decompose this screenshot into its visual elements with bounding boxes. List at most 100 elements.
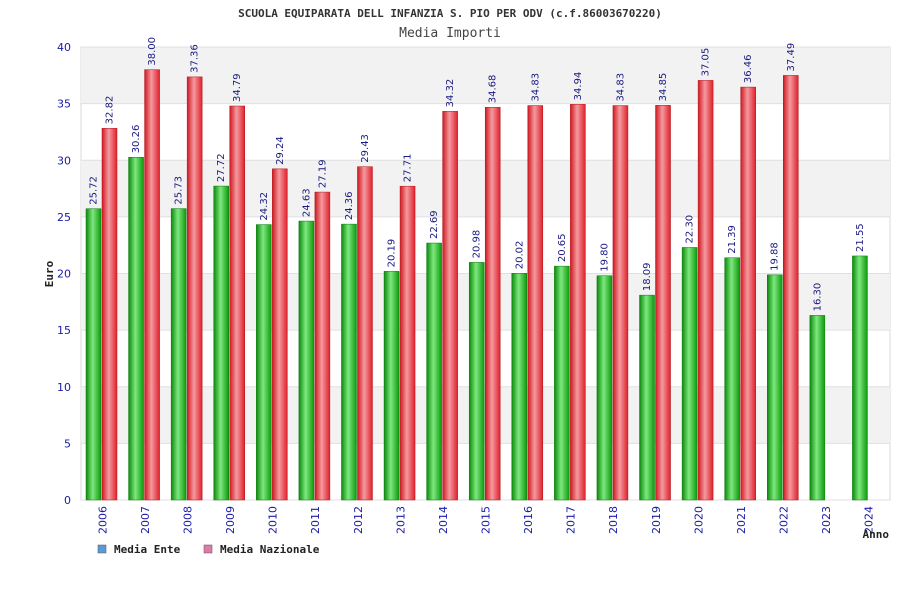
x-tick-label: 2011 xyxy=(309,506,322,534)
data-label: 20.02 xyxy=(514,241,525,270)
data-label: 38.00 xyxy=(147,37,158,66)
data-label: 25.72 xyxy=(89,176,100,205)
bar-media-ente-2008 xyxy=(170,208,187,501)
bar-media-ente-2010 xyxy=(256,224,272,501)
bar-media-ente-2009 xyxy=(213,185,229,501)
data-label: 37.49 xyxy=(786,43,797,72)
bar-media-ente-2021 xyxy=(724,257,740,501)
bar-media-ente-2013 xyxy=(383,271,400,501)
x-tick-label: 2010 xyxy=(267,506,280,534)
data-label: 24.32 xyxy=(259,192,270,221)
data-label: 27.71 xyxy=(403,154,414,183)
legend-swatch-media-nazionale xyxy=(203,544,213,554)
data-label: 34.32 xyxy=(445,79,456,108)
data-label: 37.36 xyxy=(190,44,201,73)
legend-label-media-ente: Media Ente xyxy=(114,543,181,556)
bar-media-nazionale-2015 xyxy=(484,106,501,501)
bar-media-nazionale-2006 xyxy=(101,128,118,501)
y-tick-label: 40 xyxy=(57,41,71,54)
bar-media-ente-2020 xyxy=(681,247,698,501)
bar-media-ente-2015 xyxy=(468,262,485,501)
bar-media-nazionale-2020 xyxy=(697,80,714,501)
bar-media-ente-2017 xyxy=(554,265,570,501)
x-tick-label: 2022 xyxy=(778,506,791,534)
bar-media-ente-2019 xyxy=(639,294,655,501)
bar-media-nazionale-2009 xyxy=(229,105,245,501)
bar-media-ente-2006 xyxy=(85,208,102,501)
bar-media-nazionale-2011 xyxy=(314,191,331,501)
data-label: 34.94 xyxy=(573,72,584,101)
x-tick-label: 2024 xyxy=(863,506,876,534)
y-tick-label: 25 xyxy=(57,211,71,224)
data-label: 21.55 xyxy=(855,223,866,252)
x-tick-label: 2007 xyxy=(139,506,152,534)
bar-media-nazionale-2008 xyxy=(186,76,203,501)
bar-media-ente-2022 xyxy=(767,274,783,501)
data-label: 20.98 xyxy=(472,230,483,259)
x-tick-label: 2017 xyxy=(565,506,578,534)
bar-media-nazionale-2017 xyxy=(570,104,586,501)
bar-media-ente-2024 xyxy=(852,255,868,501)
bar-media-nazionale-2022 xyxy=(783,75,799,501)
x-tick-label: 2020 xyxy=(692,506,705,534)
data-label: 32.82 xyxy=(105,96,116,125)
y-tick-label: 5 xyxy=(64,437,71,450)
y-tick-label: 20 xyxy=(57,268,71,281)
x-tick-label: 2014 xyxy=(437,506,450,534)
bar-media-ente-2016 xyxy=(511,273,528,501)
x-tick-label: 2013 xyxy=(394,506,407,534)
bar-media-nazionale-2018 xyxy=(612,105,629,501)
x-tick-label: 2009 xyxy=(224,506,237,534)
y-axis-label: Euro xyxy=(43,260,56,287)
data-label: 36.46 xyxy=(743,54,754,83)
data-label: 34.85 xyxy=(658,73,669,102)
data-label: 22.69 xyxy=(429,210,440,239)
data-label: 24.63 xyxy=(301,188,312,217)
bar-media-nazionale-2019 xyxy=(655,105,671,501)
x-axis-label: Anno xyxy=(863,528,890,541)
bars-group xyxy=(85,69,868,501)
x-tick-label: 2008 xyxy=(181,506,194,534)
data-label: 20.19 xyxy=(387,239,398,268)
data-labels-group: 25.72 32.82 30.26 38.00 25.73 37.36 27.72 34.79… xyxy=(89,37,866,311)
legend: Media Ente Media Nazionale xyxy=(97,543,320,556)
y-tick-label: 0 xyxy=(64,494,71,507)
bar-media-nazionale-2010 xyxy=(272,168,288,501)
x-tick-label: 2016 xyxy=(522,506,535,534)
bar-media-ente-2011 xyxy=(298,220,315,501)
x-tick-label: 2015 xyxy=(480,506,493,534)
x-tick-label: 2019 xyxy=(650,506,663,534)
bar-media-ente-2012 xyxy=(341,223,357,501)
x-tick-label: 2006 xyxy=(96,506,109,534)
data-label: 37.05 xyxy=(701,48,712,77)
data-label: 25.73 xyxy=(174,176,185,205)
legend-label-media-nazionale: Media Nazionale xyxy=(220,543,320,556)
data-label: 27.19 xyxy=(317,159,328,188)
data-label: 20.65 xyxy=(557,233,568,262)
y-tick-label: 15 xyxy=(57,324,71,337)
data-label: 18.09 xyxy=(642,262,653,291)
bar-media-nazionale-2007 xyxy=(144,69,160,501)
bar-media-nazionale-2021 xyxy=(740,86,756,501)
bar-media-nazionale-2014 xyxy=(442,111,458,501)
bar-media-ente-2023 xyxy=(809,315,826,501)
x-tick-label: 2018 xyxy=(607,506,620,534)
bar-media-ente-2007 xyxy=(128,157,144,501)
data-label: 24.36 xyxy=(344,191,355,220)
chart-subtitle: Media Importi xyxy=(399,26,501,41)
data-label: 16.30 xyxy=(812,283,823,312)
bar-media-nazionale-2012 xyxy=(357,166,373,501)
data-label: 27.72 xyxy=(216,153,227,182)
bar-media-nazionale-2016 xyxy=(527,105,544,501)
x-tick-label: 2012 xyxy=(352,506,365,534)
legend-swatch-media-ente xyxy=(97,544,107,554)
bar-media-ente-2014 xyxy=(426,242,442,501)
x-axis-ticks: 2006 2007 2008 2009 2010 2011 2012 2013 2014 2015… xyxy=(96,506,875,534)
data-label: 29.24 xyxy=(275,136,286,165)
data-label: 34.83 xyxy=(530,73,541,102)
y-axis-ticks: 0 5 10 15 20 25 30 35 40 xyxy=(57,41,71,507)
data-label: 22.30 xyxy=(685,215,696,244)
data-label: 29.43 xyxy=(360,134,371,163)
y-tick-label: 10 xyxy=(57,381,71,394)
